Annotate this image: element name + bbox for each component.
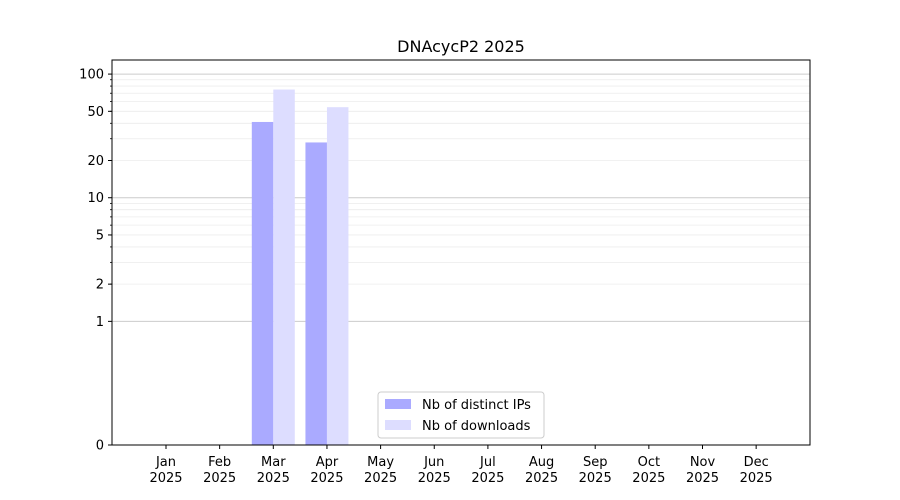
bar-distinct-ips [251, 121, 274, 445]
x-tick-label-month: Sep [583, 455, 608, 470]
y-tick-label: 20 [87, 154, 104, 169]
x-tick-label-year: 2025 [364, 471, 397, 486]
x-tick-label-month: Dec [744, 455, 769, 470]
y-tick-label: 100 [79, 68, 104, 83]
x-tick-label-month: Nov [690, 455, 716, 470]
x-tick-label-year: 2025 [525, 471, 558, 486]
x-tick-label-year: 2025 [149, 471, 182, 486]
bar-downloads [326, 107, 349, 445]
bar-distinct-ips [305, 142, 327, 445]
y-tick-label: 50 [87, 105, 104, 120]
x-tick-label-year: 2025 [418, 471, 451, 486]
chart-title: DNAcycP2 2025 [397, 37, 525, 56]
x-tick-label-month: Aug [529, 455, 554, 470]
y-tick-label: 2 [96, 278, 104, 293]
plot-frame [111, 59, 811, 446]
y-axis: 0 1 2 5 10 20 50 100 [79, 68, 112, 454]
x-tick-label-year: 2025 [686, 471, 719, 486]
x-tick-label-year: 2025 [471, 471, 504, 486]
x-tick-label-month: Apr [316, 455, 339, 470]
legend-swatch-distinct-ips [385, 399, 411, 409]
y-tick-label: 10 [87, 191, 104, 206]
x-tick-label-month: Feb [208, 455, 231, 470]
x-tick-label-year: 2025 [310, 471, 343, 486]
legend-label-downloads: Nb of downloads [422, 419, 531, 434]
x-tick-label-year: 2025 [203, 471, 236, 486]
legend: Nb of distinct IPs Nb of downloads [377, 391, 545, 439]
legend-box [377, 391, 545, 439]
legend-label-distinct-ips: Nb of distinct IPs [422, 398, 531, 413]
y-tick-label: 1 [96, 315, 104, 330]
x-tick-label-month: Jun [423, 455, 444, 470]
x-tick-label-year: 2025 [579, 471, 612, 486]
x-tick-label-year: 2025 [632, 471, 665, 486]
x-tick-label-year: 2025 [740, 471, 773, 486]
bars-layer [251, 89, 349, 445]
y-tick-label: 5 [96, 228, 104, 243]
x-axis: Jan2025Feb2025Mar2025Apr2025May2025Jun20… [149, 445, 773, 486]
x-tick-label-month: May [367, 455, 394, 470]
x-tick-label-month: Jul [479, 455, 496, 470]
x-tick-label-month: Jan [155, 455, 176, 470]
legend-swatch-downloads [385, 420, 411, 430]
x-tick-label-month: Mar [261, 455, 286, 470]
y-tick-label: 0 [96, 439, 104, 454]
bar-downloads [273, 89, 295, 445]
grid-layer [112, 73, 810, 322]
x-tick-label-year: 2025 [257, 471, 290, 486]
x-tick-label-month: Oct [638, 455, 660, 470]
